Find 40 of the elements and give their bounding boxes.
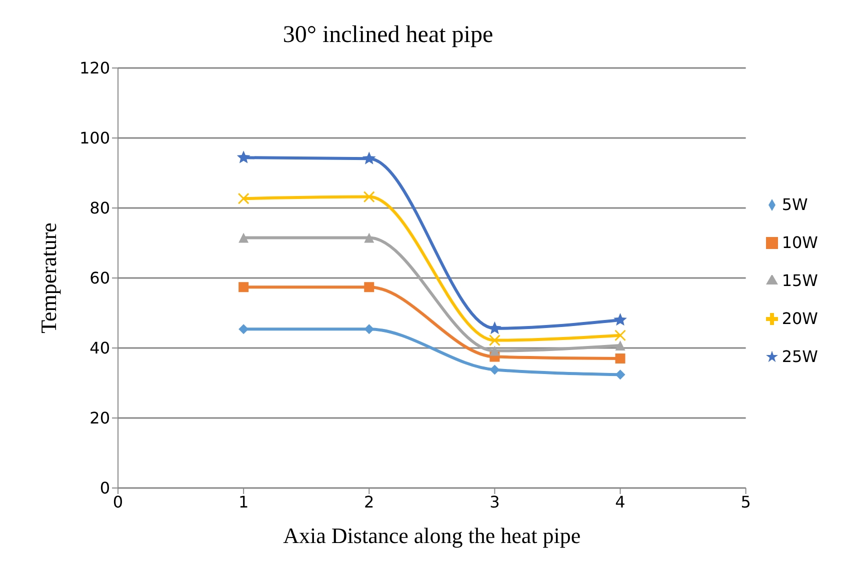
point	[238, 324, 249, 334]
legend-label: 5W	[782, 194, 808, 214]
y-tick-label: 100	[79, 128, 110, 148]
y-tick-label: 60	[90, 268, 110, 288]
point	[614, 313, 627, 326]
point	[615, 354, 626, 364]
y-tick-label: 0	[100, 478, 110, 498]
point	[364, 232, 374, 243]
x-tick-label: 5	[740, 492, 751, 512]
y-tick-label: 80	[90, 198, 110, 218]
x-axis-title: Axia Distance along the heat pipe	[283, 523, 581, 548]
point	[614, 330, 626, 342]
legend-label: 25W	[782, 346, 818, 366]
point	[490, 364, 500, 375]
legend-label: 15W	[782, 270, 818, 290]
point	[363, 191, 375, 203]
y-tick-label: 40	[90, 338, 110, 358]
x-tick-label: 0	[112, 492, 124, 512]
y-tick-label: 20	[90, 408, 110, 428]
point	[615, 370, 626, 380]
point	[488, 321, 502, 334]
x-tick-label: 2	[364, 492, 374, 512]
point	[364, 324, 374, 334]
point	[615, 340, 626, 351]
point	[236, 150, 250, 164]
chart-title: 30° inclined heat pipe	[282, 22, 494, 49]
point	[488, 334, 500, 346]
point	[238, 192, 250, 204]
x-tick-label: 1	[238, 492, 249, 512]
point	[362, 152, 376, 164]
point	[238, 232, 249, 243]
point	[238, 282, 249, 292]
y-tick-label: 120	[79, 58, 110, 78]
legend-label: 10W	[782, 232, 818, 252]
y-axis-title: Temperature	[36, 222, 61, 334]
x-tick-label: 4	[615, 492, 626, 512]
legend-label: 20W	[782, 308, 818, 328]
point	[490, 346, 500, 356]
x-tick-label: 3	[490, 492, 500, 512]
point	[364, 282, 374, 292]
